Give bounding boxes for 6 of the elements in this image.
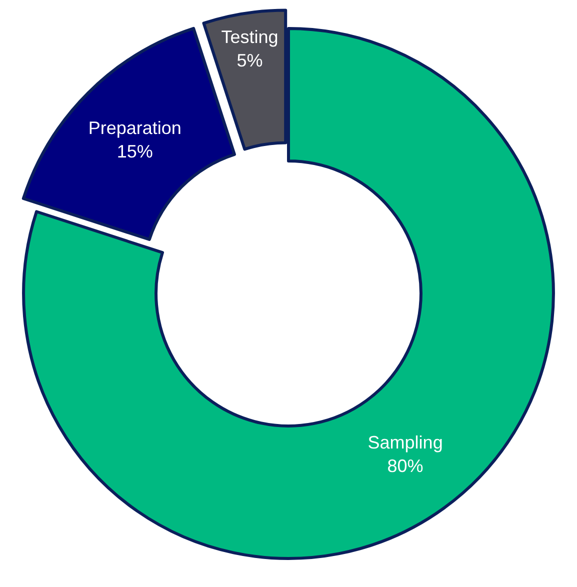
data-label: 15%	[116, 142, 153, 162]
data-label: 5%	[236, 50, 263, 71]
data-label: 80%	[387, 456, 424, 476]
slice-label: Testing	[221, 27, 278, 48]
slice-label: Preparation	[88, 118, 182, 138]
slice-label: Sampling	[368, 432, 443, 453]
